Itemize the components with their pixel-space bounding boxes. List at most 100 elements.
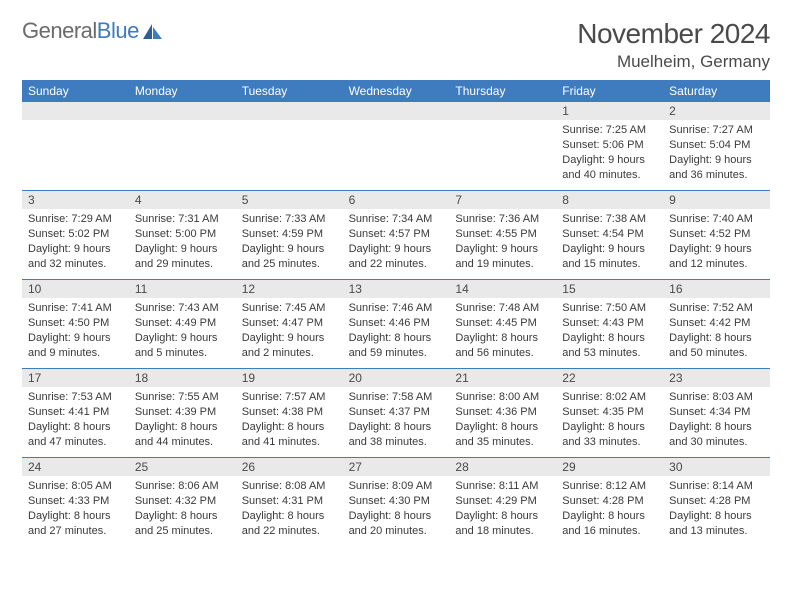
dayname-row: SundayMondayTuesdayWednesdayThursdayFrid…: [22, 80, 770, 102]
header-row: GeneralBlue November 2024 Muelheim, Germ…: [22, 18, 770, 72]
day-details: Sunrise: 7:57 AMSunset: 4:38 PMDaylight:…: [236, 387, 343, 452]
day-number: 13: [343, 280, 450, 298]
day-cell: 30Sunrise: 8:14 AMSunset: 4:28 PMDayligh…: [663, 458, 770, 546]
sunset-text: Sunset: 4:39 PM: [135, 405, 230, 420]
sunset-text: Sunset: 4:36 PM: [455, 405, 550, 420]
sunrise-text: Sunrise: 7:57 AM: [242, 390, 337, 405]
sunset-text: Sunset: 4:28 PM: [669, 494, 764, 509]
sunrise-text: Sunrise: 7:31 AM: [135, 212, 230, 227]
week-row: 10Sunrise: 7:41 AMSunset: 4:50 PMDayligh…: [22, 279, 770, 368]
sunrise-text: Sunrise: 7:33 AM: [242, 212, 337, 227]
daylight-text: Daylight: 9 hours and 40 minutes.: [562, 153, 657, 183]
sunset-text: Sunset: 4:46 PM: [349, 316, 444, 331]
daylight-text: Daylight: 9 hours and 36 minutes.: [669, 153, 764, 183]
day-number: 29: [556, 458, 663, 476]
sunset-text: Sunset: 4:47 PM: [242, 316, 337, 331]
sunrise-text: Sunrise: 7:55 AM: [135, 390, 230, 405]
sunset-text: Sunset: 4:29 PM: [455, 494, 550, 509]
day-number: 17: [22, 369, 129, 387]
day-details: Sunrise: 7:34 AMSunset: 4:57 PMDaylight:…: [343, 209, 450, 274]
sunrise-text: Sunrise: 8:03 AM: [669, 390, 764, 405]
sunrise-text: Sunrise: 8:08 AM: [242, 479, 337, 494]
day-cell: 22Sunrise: 8:02 AMSunset: 4:35 PMDayligh…: [556, 369, 663, 457]
day-number: [236, 102, 343, 120]
day-details: Sunrise: 8:12 AMSunset: 4:28 PMDaylight:…: [556, 476, 663, 541]
sunrise-text: Sunrise: 7:53 AM: [28, 390, 123, 405]
sunrise-text: Sunrise: 7:29 AM: [28, 212, 123, 227]
dayname: Saturday: [663, 80, 770, 102]
day-cell: 23Sunrise: 8:03 AMSunset: 4:34 PMDayligh…: [663, 369, 770, 457]
day-cell: 10Sunrise: 7:41 AMSunset: 4:50 PMDayligh…: [22, 280, 129, 368]
daylight-text: Daylight: 8 hours and 13 minutes.: [669, 509, 764, 539]
day-number: 6: [343, 191, 450, 209]
day-details: Sunrise: 8:11 AMSunset: 4:29 PMDaylight:…: [449, 476, 556, 541]
sunset-text: Sunset: 5:06 PM: [562, 138, 657, 153]
day-number: 21: [449, 369, 556, 387]
daylight-text: Daylight: 8 hours and 38 minutes.: [349, 420, 444, 450]
sunrise-text: Sunrise: 8:14 AM: [669, 479, 764, 494]
day-cell: 2Sunrise: 7:27 AMSunset: 5:04 PMDaylight…: [663, 102, 770, 190]
day-number: 14: [449, 280, 556, 298]
day-number: 27: [343, 458, 450, 476]
day-cell: 21Sunrise: 8:00 AMSunset: 4:36 PMDayligh…: [449, 369, 556, 457]
day-details: Sunrise: 8:03 AMSunset: 4:34 PMDaylight:…: [663, 387, 770, 452]
day-number: 4: [129, 191, 236, 209]
day-details: Sunrise: 8:00 AMSunset: 4:36 PMDaylight:…: [449, 387, 556, 452]
day-number: [343, 102, 450, 120]
sunset-text: Sunset: 5:02 PM: [28, 227, 123, 242]
sunrise-text: Sunrise: 7:48 AM: [455, 301, 550, 316]
day-cell: 4Sunrise: 7:31 AMSunset: 5:00 PMDaylight…: [129, 191, 236, 279]
day-cell: 27Sunrise: 8:09 AMSunset: 4:30 PMDayligh…: [343, 458, 450, 546]
sunrise-text: Sunrise: 7:40 AM: [669, 212, 764, 227]
daylight-text: Daylight: 9 hours and 5 minutes.: [135, 331, 230, 361]
day-details: Sunrise: 7:41 AMSunset: 4:50 PMDaylight:…: [22, 298, 129, 363]
day-number: 15: [556, 280, 663, 298]
dayname: Monday: [129, 80, 236, 102]
daylight-text: Daylight: 8 hours and 50 minutes.: [669, 331, 764, 361]
day-details: Sunrise: 7:50 AMSunset: 4:43 PMDaylight:…: [556, 298, 663, 363]
brand-word2: Blue: [97, 18, 139, 43]
day-details: Sunrise: 8:02 AMSunset: 4:35 PMDaylight:…: [556, 387, 663, 452]
day-cell: 15Sunrise: 7:50 AMSunset: 4:43 PMDayligh…: [556, 280, 663, 368]
sunset-text: Sunset: 4:35 PM: [562, 405, 657, 420]
daylight-text: Daylight: 9 hours and 2 minutes.: [242, 331, 337, 361]
sunrise-text: Sunrise: 7:43 AM: [135, 301, 230, 316]
daylight-text: Daylight: 9 hours and 19 minutes.: [455, 242, 550, 272]
day-cell: 16Sunrise: 7:52 AMSunset: 4:42 PMDayligh…: [663, 280, 770, 368]
day-details: Sunrise: 7:36 AMSunset: 4:55 PMDaylight:…: [449, 209, 556, 274]
daylight-text: Daylight: 8 hours and 44 minutes.: [135, 420, 230, 450]
day-details: Sunrise: 8:14 AMSunset: 4:28 PMDaylight:…: [663, 476, 770, 541]
day-details: Sunrise: 7:33 AMSunset: 4:59 PMDaylight:…: [236, 209, 343, 274]
sunrise-text: Sunrise: 8:09 AM: [349, 479, 444, 494]
day-details: Sunrise: 7:48 AMSunset: 4:45 PMDaylight:…: [449, 298, 556, 363]
day-details: [449, 120, 556, 126]
sunset-text: Sunset: 4:28 PM: [562, 494, 657, 509]
day-number: 18: [129, 369, 236, 387]
day-details: [22, 120, 129, 126]
day-details: Sunrise: 7:55 AMSunset: 4:39 PMDaylight:…: [129, 387, 236, 452]
daylight-text: Daylight: 8 hours and 30 minutes.: [669, 420, 764, 450]
day-number: [22, 102, 129, 120]
day-cell: [449, 102, 556, 190]
sunset-text: Sunset: 4:45 PM: [455, 316, 550, 331]
sunrise-text: Sunrise: 7:25 AM: [562, 123, 657, 138]
daylight-text: Daylight: 9 hours and 9 minutes.: [28, 331, 123, 361]
day-details: Sunrise: 7:53 AMSunset: 4:41 PMDaylight:…: [22, 387, 129, 452]
day-details: [129, 120, 236, 126]
dayname: Sunday: [22, 80, 129, 102]
sunset-text: Sunset: 4:38 PM: [242, 405, 337, 420]
daylight-text: Daylight: 8 hours and 53 minutes.: [562, 331, 657, 361]
sunset-text: Sunset: 4:32 PM: [135, 494, 230, 509]
day-cell: 20Sunrise: 7:58 AMSunset: 4:37 PMDayligh…: [343, 369, 450, 457]
day-cell: 19Sunrise: 7:57 AMSunset: 4:38 PMDayligh…: [236, 369, 343, 457]
sunrise-text: Sunrise: 7:41 AM: [28, 301, 123, 316]
daylight-text: Daylight: 8 hours and 41 minutes.: [242, 420, 337, 450]
sunrise-text: Sunrise: 8:02 AM: [562, 390, 657, 405]
dayname: Thursday: [449, 80, 556, 102]
sunset-text: Sunset: 4:34 PM: [669, 405, 764, 420]
day-number: 12: [236, 280, 343, 298]
month-title: November 2024: [577, 18, 770, 50]
daylight-text: Daylight: 8 hours and 47 minutes.: [28, 420, 123, 450]
day-cell: 9Sunrise: 7:40 AMSunset: 4:52 PMDaylight…: [663, 191, 770, 279]
week-row: 24Sunrise: 8:05 AMSunset: 4:33 PMDayligh…: [22, 457, 770, 546]
